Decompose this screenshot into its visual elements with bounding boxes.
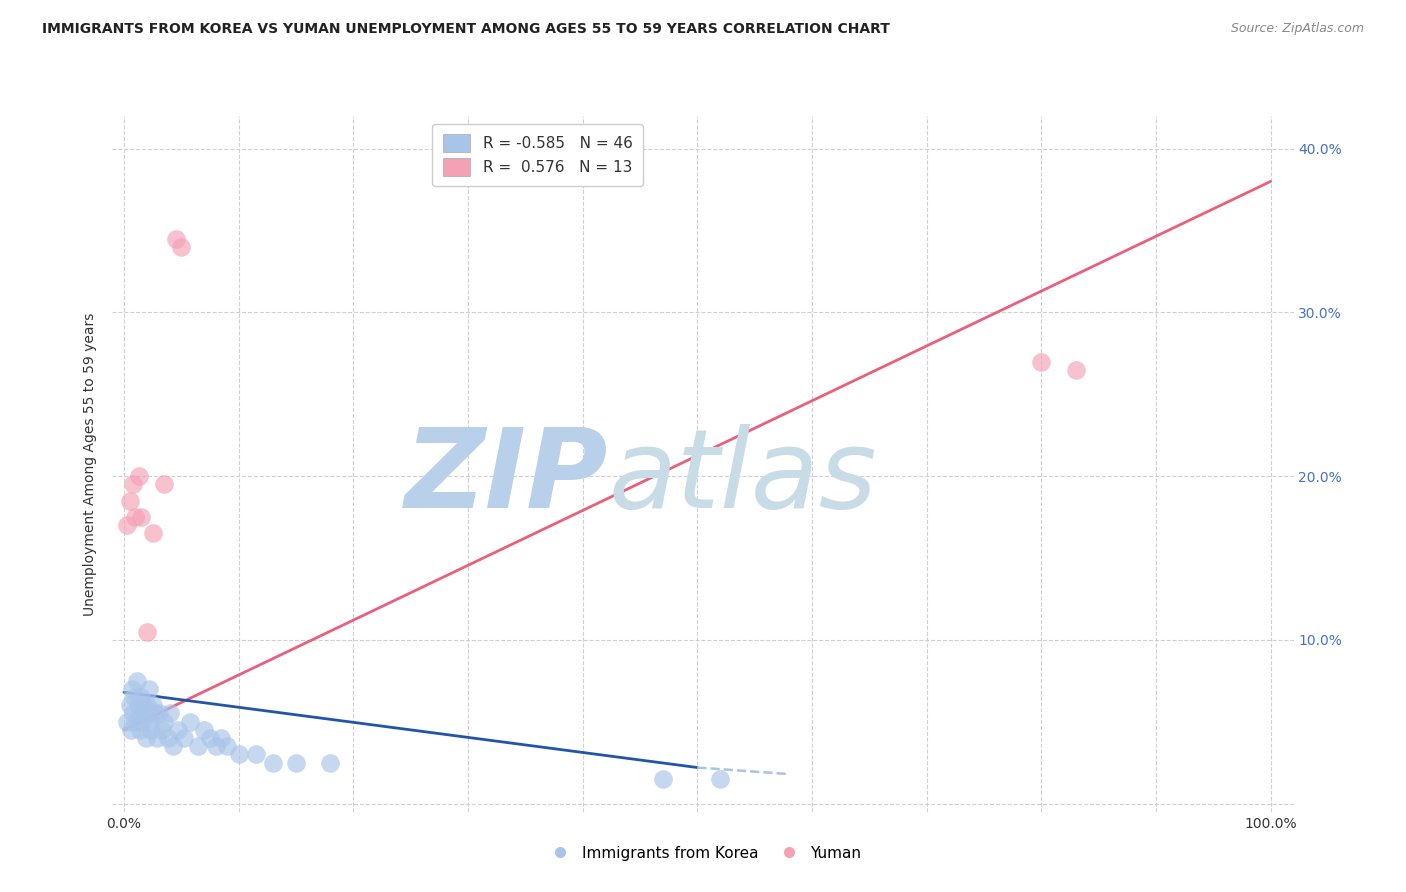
Point [159, 706, 181, 721]
Point [228, 747, 250, 762]
Point [146, 731, 169, 745]
Point [198, 731, 221, 745]
Point [131, 714, 153, 729]
Point [153, 714, 176, 729]
Legend: Immigrants from Korea, Yuman: Immigrants from Korea, Yuman [538, 839, 868, 867]
Point [135, 731, 157, 745]
Point [129, 510, 152, 524]
Point [128, 469, 150, 483]
Point [132, 698, 155, 713]
Point [204, 739, 226, 754]
Point [153, 477, 176, 491]
Point [117, 518, 139, 533]
Point [156, 731, 179, 745]
Point [122, 690, 145, 705]
Text: IMMIGRANTS FROM KOREA VS YUMAN UNEMPLOYMENT AMONG AGES 55 TO 59 YEARS CORRELATIO: IMMIGRANTS FROM KOREA VS YUMAN UNEMPLOYM… [42, 22, 890, 37]
Point [134, 706, 156, 721]
Point [245, 747, 267, 762]
Point [150, 723, 173, 737]
Point [136, 706, 159, 721]
Point [187, 739, 209, 754]
Point [179, 714, 201, 729]
Point [162, 739, 184, 754]
Point [135, 624, 157, 639]
Point [148, 706, 170, 721]
Point [209, 731, 232, 745]
Point [129, 690, 152, 705]
Point [139, 714, 162, 729]
Point [193, 723, 215, 737]
Point [118, 698, 141, 713]
Point [217, 739, 239, 754]
Point [124, 714, 146, 729]
Point [284, 756, 307, 770]
Point [129, 723, 152, 737]
Point [142, 526, 165, 541]
Point [127, 698, 149, 713]
Point [262, 756, 284, 770]
Point [651, 772, 673, 786]
Point [1064, 362, 1087, 376]
Point [319, 756, 342, 770]
Point [143, 706, 166, 721]
Point [709, 772, 731, 786]
Point [128, 706, 150, 721]
Point [173, 731, 195, 745]
Point [170, 240, 193, 254]
Point [125, 673, 148, 688]
Point [118, 493, 141, 508]
Point [120, 723, 142, 737]
Text: ZIP: ZIP [405, 425, 609, 532]
Point [1031, 354, 1053, 368]
Point [122, 477, 145, 491]
Y-axis label: Unemployment Among Ages 55 to 59 years: Unemployment Among Ages 55 to 59 years [83, 312, 97, 615]
Point [138, 681, 160, 696]
Point [135, 698, 157, 713]
Point [142, 698, 165, 713]
Point [165, 232, 187, 246]
Text: atlas: atlas [609, 425, 877, 532]
Point [117, 714, 139, 729]
Point [121, 681, 143, 696]
Point [141, 723, 163, 737]
Point [124, 510, 146, 524]
Point [122, 706, 145, 721]
Point [166, 723, 188, 737]
Text: Source: ZipAtlas.com: Source: ZipAtlas.com [1230, 22, 1364, 36]
